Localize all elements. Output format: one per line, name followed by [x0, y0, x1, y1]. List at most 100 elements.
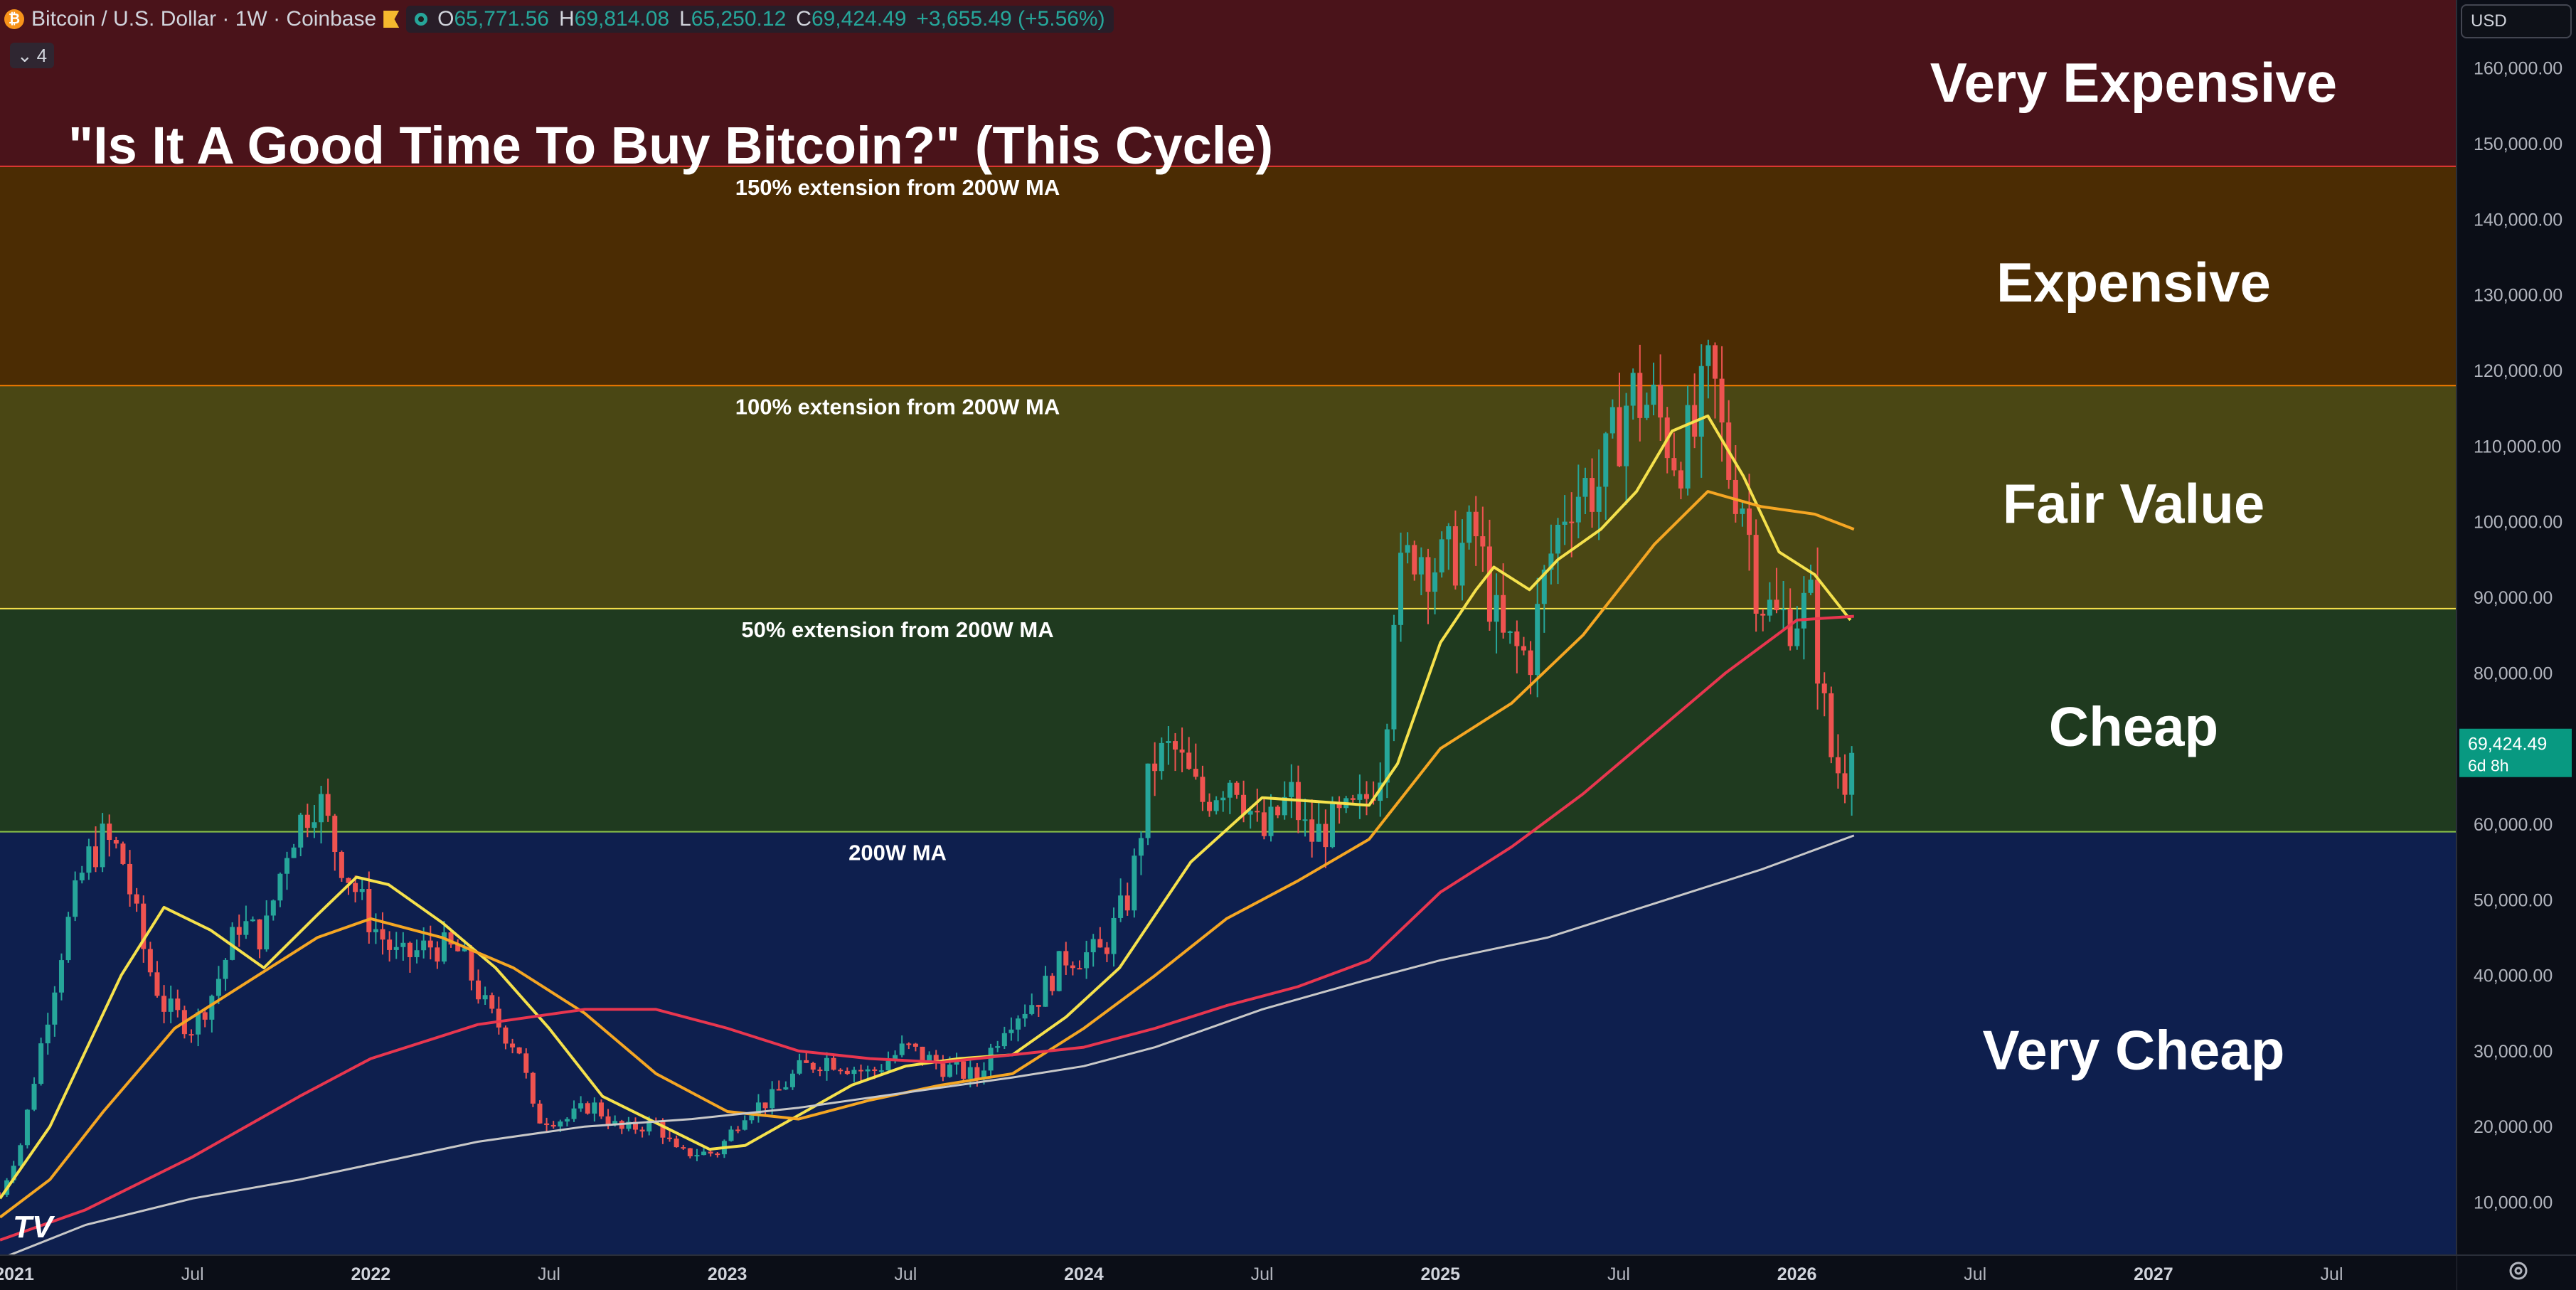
tradingview-logo: TV — [13, 1210, 55, 1244]
candle-body — [1596, 486, 1602, 512]
candle-body — [1467, 511, 1472, 543]
candle-body — [353, 883, 358, 892]
candle-body — [592, 1102, 597, 1114]
candle-body — [1439, 539, 1444, 572]
candle-body — [1056, 951, 1062, 991]
candle-body — [817, 1070, 823, 1072]
market-status-icon — [415, 13, 428, 26]
time-tick-label: 2027 — [2134, 1264, 2173, 1284]
candle-body — [1008, 1029, 1014, 1033]
bitcoin-icon: ₿ — [4, 9, 24, 29]
price-tick-label: 90,000.00 — [2474, 588, 2553, 608]
candle-body — [1145, 763, 1151, 838]
indicators-toggle-button[interactable]: ⌄ 4 — [10, 43, 54, 68]
candle-body — [1452, 526, 1458, 586]
symbol-title[interactable]: Bitcoin / U.S. Dollar · 1W · Coinbase — [31, 7, 377, 31]
candle-body — [639, 1129, 645, 1132]
candle-body — [1323, 823, 1329, 848]
candle-body — [1001, 1033, 1007, 1047]
candle-body — [1398, 553, 1404, 625]
zone-label: Fair Value — [2003, 472, 2265, 535]
candle-body — [612, 1121, 618, 1125]
candle-body — [1514, 631, 1520, 646]
candle-body — [366, 889, 372, 932]
candle-body — [749, 1115, 755, 1121]
candle-body — [544, 1123, 550, 1125]
candle-body — [1781, 609, 1787, 611]
candle-body — [79, 873, 85, 880]
currency-selector[interactable]: USD — [2461, 4, 2572, 38]
time-tick-label: 2026 — [1777, 1264, 1817, 1284]
price-tick-label: 40,000.00 — [2474, 966, 2553, 986]
candle-body — [476, 980, 481, 1000]
candle-body — [236, 927, 242, 935]
candle-body — [1815, 580, 1821, 684]
time-tick-label: 2021 — [0, 1264, 34, 1284]
candle-body — [1172, 741, 1178, 750]
zone-label: Cheap — [2049, 695, 2218, 758]
candle-body — [838, 1070, 843, 1072]
candle-body — [1412, 545, 1417, 575]
candle-body — [1767, 599, 1772, 616]
price-tick-label: 150,000.00 — [2474, 134, 2562, 154]
candle-body — [1835, 757, 1841, 774]
candle-body — [154, 972, 160, 996]
candle-body — [1166, 741, 1171, 743]
candle-body — [1753, 535, 1759, 614]
candle-body — [1268, 806, 1274, 836]
candle-body — [1227, 782, 1233, 798]
candle-body — [530, 1072, 536, 1104]
candle-body — [1111, 917, 1117, 954]
low-value: 65,250.12 — [691, 7, 787, 31]
price-tick-label: 120,000.00 — [2474, 361, 2562, 381]
candle-body — [571, 1108, 577, 1119]
candle-body — [332, 816, 338, 853]
candle-body — [694, 1155, 700, 1157]
candle-body — [1193, 769, 1198, 777]
candle-body — [257, 919, 262, 950]
candle-body — [284, 858, 290, 874]
candle-body — [1364, 794, 1370, 799]
candle-body — [373, 929, 378, 932]
low-label: L — [679, 7, 691, 31]
candle-body — [940, 1063, 946, 1077]
flag-icon[interactable] — [383, 11, 400, 28]
candle-body — [1603, 433, 1609, 487]
candle-body — [906, 1043, 912, 1045]
candle-body — [954, 1061, 959, 1065]
candle-body — [1016, 1018, 1021, 1030]
candle-body — [1261, 812, 1267, 836]
candle-body — [496, 1008, 501, 1028]
zone-label: Very Expensive — [1930, 51, 2337, 114]
candle-body — [585, 1103, 590, 1114]
level-label: 200W MA — [848, 841, 947, 865]
candle-body — [230, 927, 235, 960]
candle-body — [339, 852, 344, 878]
candle-body — [482, 995, 488, 1000]
open-label: O — [437, 7, 454, 31]
gear-icon[interactable] — [2506, 1259, 2530, 1283]
candle-body — [31, 1084, 37, 1110]
candle-body — [1022, 1013, 1028, 1019]
candle-body — [831, 1057, 836, 1070]
candle-body — [277, 873, 283, 901]
candle-body — [1808, 580, 1814, 593]
candle-body — [215, 979, 221, 996]
candle-body — [196, 1012, 201, 1035]
candle-body — [1548, 553, 1554, 570]
candle-body — [120, 843, 126, 864]
candle-body — [1084, 952, 1090, 969]
time-tick-label: Jul — [181, 1264, 204, 1284]
candle-body — [762, 1102, 768, 1109]
zone-very-cheap — [0, 831, 2457, 1255]
candle-body — [1124, 895, 1130, 911]
candle-body — [1220, 797, 1226, 801]
candle-body — [264, 915, 270, 950]
candle-body — [681, 1147, 686, 1149]
candle-body — [961, 1061, 967, 1079]
candle-body — [469, 948, 474, 981]
candle-body — [1378, 782, 1383, 801]
time-tick-label: Jul — [2321, 1264, 2343, 1284]
candle-body — [359, 889, 365, 892]
